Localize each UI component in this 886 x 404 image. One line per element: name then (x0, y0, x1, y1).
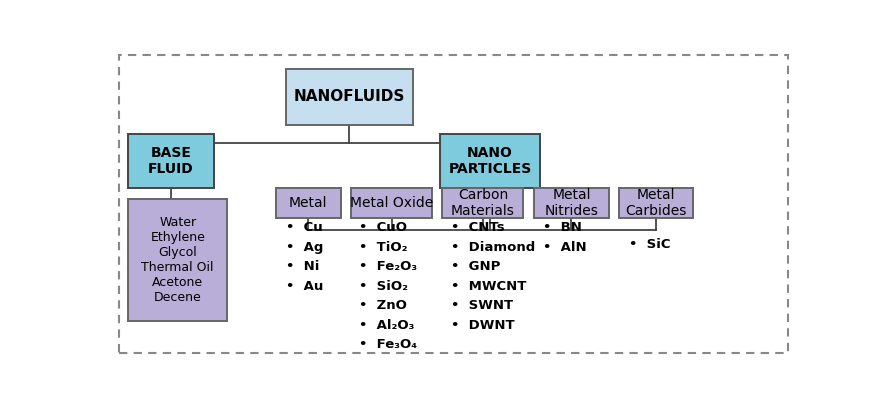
FancyBboxPatch shape (128, 134, 214, 188)
FancyBboxPatch shape (442, 187, 524, 218)
Text: Water
Ethylene
Glycol
Thermal Oil
Acetone
Decene: Water Ethylene Glycol Thermal Oil Aceton… (142, 216, 214, 304)
FancyBboxPatch shape (276, 187, 341, 218)
Text: Metal: Metal (289, 196, 328, 210)
Text: Metal
Carbides: Metal Carbides (626, 188, 687, 218)
FancyBboxPatch shape (351, 187, 432, 218)
FancyBboxPatch shape (286, 69, 413, 125)
Text: •  BN
•  AlN: • BN • AlN (543, 221, 587, 254)
FancyBboxPatch shape (534, 187, 609, 218)
Text: •  SiC: • SiC (629, 238, 671, 251)
FancyBboxPatch shape (618, 187, 693, 218)
Text: NANOFLUIDS: NANOFLUIDS (293, 89, 405, 104)
FancyBboxPatch shape (128, 199, 228, 321)
Text: •  Cu
•  Ag
•  Ni
•  Au: • Cu • Ag • Ni • Au (286, 221, 323, 292)
Text: Carbon
Materials: Carbon Materials (451, 188, 515, 218)
Text: •  CNTs
•  Diamond
•  GNP
•  MWCNT
•  SWNT
•  DWNT: • CNTs • Diamond • GNP • MWCNT • SWNT • … (451, 221, 535, 332)
Text: NANO
PARTICLES: NANO PARTICLES (448, 146, 532, 177)
Text: •  CuO
•  TiO₂
•  Fe₂O₃
•  SiO₂
•  ZnO
•  Al₂O₃
•  Fe₃O₄: • CuO • TiO₂ • Fe₂O₃ • SiO₂ • ZnO • Al₂O… (360, 221, 417, 351)
Text: Metal
Nitrides: Metal Nitrides (545, 188, 598, 218)
Text: Metal Oxide: Metal Oxide (350, 196, 433, 210)
FancyBboxPatch shape (440, 134, 540, 188)
Text: BASE
FLUID: BASE FLUID (148, 146, 194, 177)
